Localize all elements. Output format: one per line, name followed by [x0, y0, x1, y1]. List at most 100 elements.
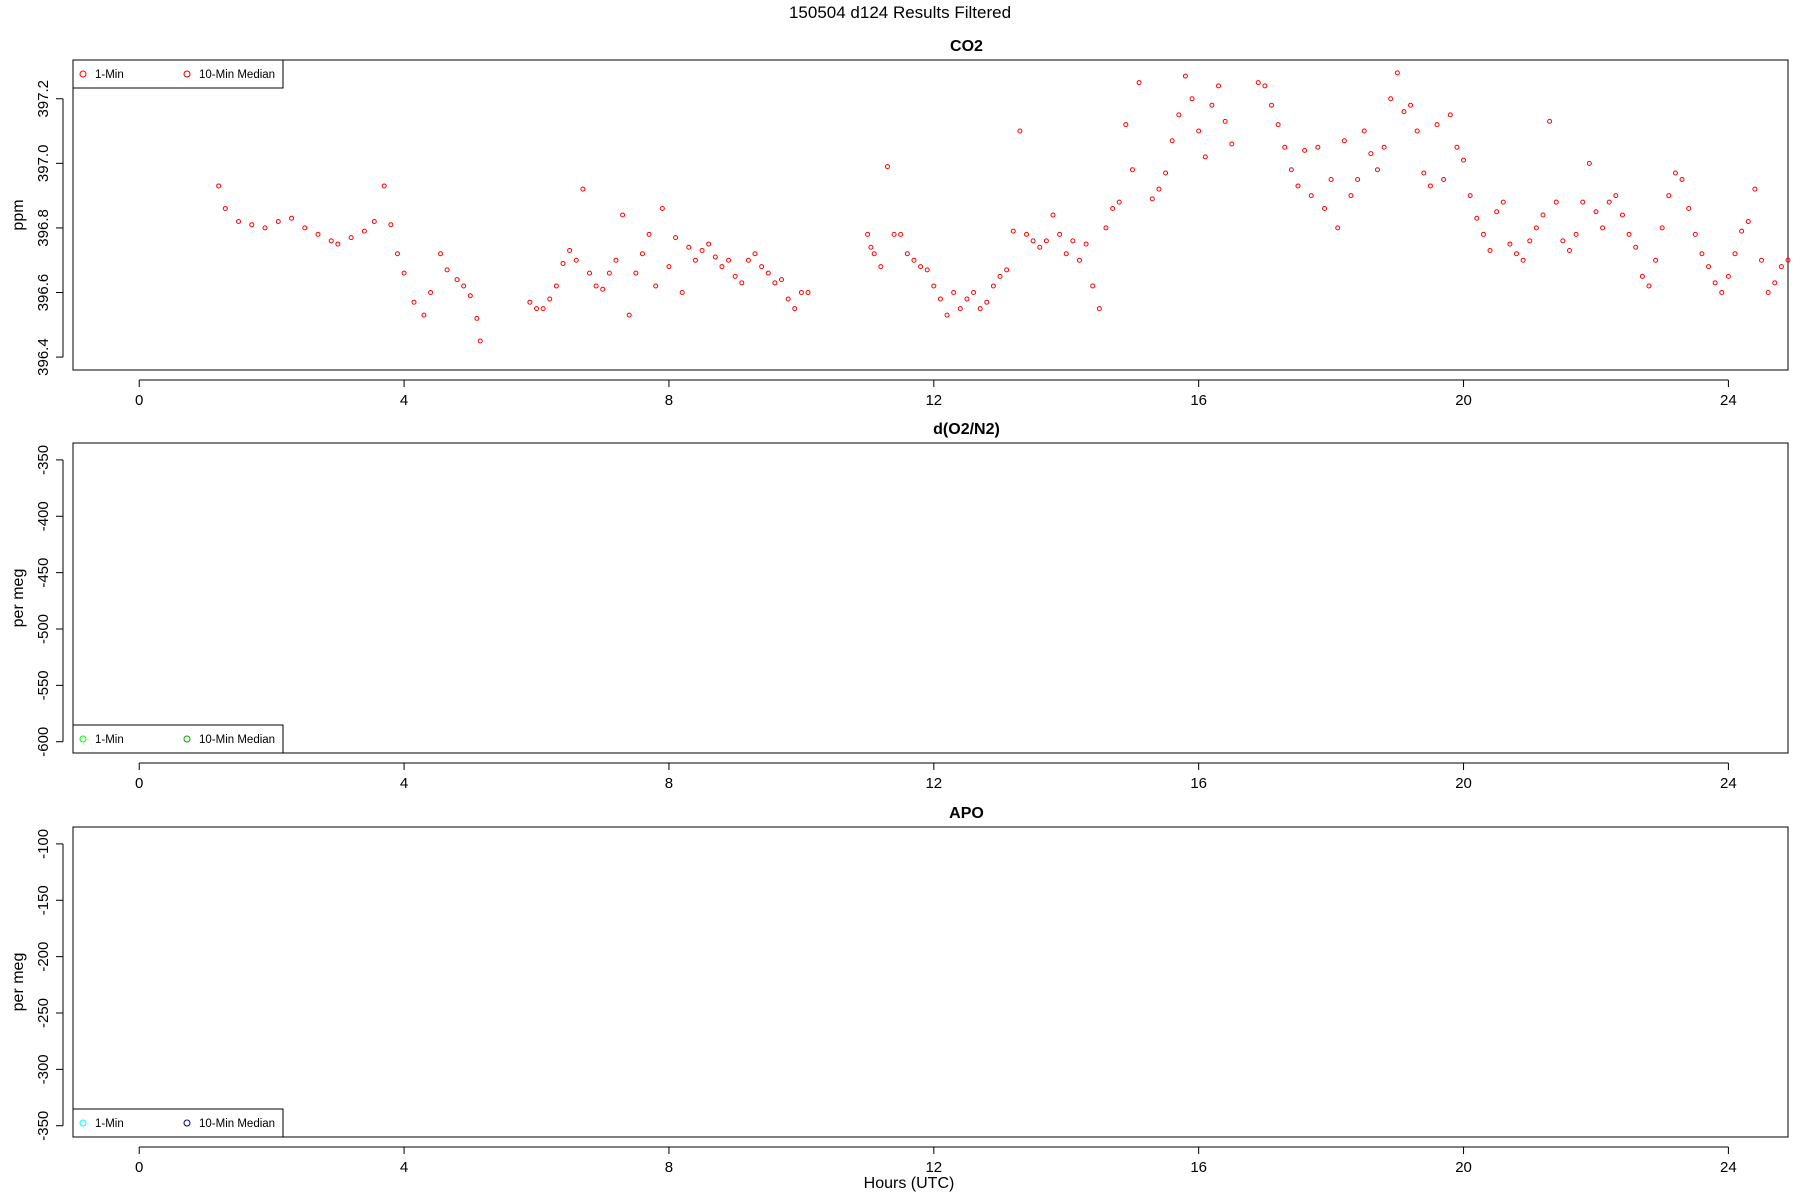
- data-point: [1070, 238, 1076, 244]
- data-point: [1004, 267, 1010, 273]
- data-point: [1613, 193, 1619, 199]
- y-tick-label: -200: [35, 942, 52, 972]
- data-point: [785, 296, 791, 302]
- data-point: [1401, 109, 1407, 115]
- data-point: [474, 315, 480, 321]
- data-point: [1308, 193, 1314, 199]
- data-point: [679, 290, 685, 295]
- data-point: [371, 218, 377, 224]
- data-point: [1288, 167, 1294, 173]
- data-point: [878, 264, 884, 270]
- data-point: [1017, 128, 1023, 134]
- data-point: [1057, 231, 1063, 237]
- x-tick-label: 24: [1720, 775, 1737, 792]
- data-point: [712, 254, 718, 260]
- data-point: [633, 270, 639, 276]
- legend-box: [72, 724, 284, 754]
- data-point: [348, 235, 354, 241]
- legend-label: 1-Min: [95, 734, 124, 746]
- data-point: [779, 277, 785, 283]
- data-point: [1527, 238, 1533, 244]
- data-point: [1090, 283, 1096, 289]
- y-tick-label: -300: [35, 1054, 52, 1084]
- data-point: [335, 241, 341, 247]
- data-point: [573, 257, 579, 263]
- data-point: [1540, 212, 1546, 218]
- data-point: [732, 273, 738, 279]
- data-point: [1050, 212, 1056, 218]
- data-point: [1169, 138, 1175, 144]
- data-point: [1163, 170, 1169, 176]
- data-point: [1487, 248, 1493, 254]
- data-point: [1414, 128, 1420, 134]
- data-point: [1725, 273, 1731, 279]
- legend-label: 10-Min Median: [199, 1118, 275, 1130]
- data-point: [438, 251, 443, 257]
- data-point: [1394, 70, 1400, 76]
- data-point: [745, 257, 751, 263]
- data-point: [997, 273, 1003, 279]
- legend-box: [72, 1108, 284, 1138]
- data-point: [1653, 257, 1659, 263]
- y-tick-label: 396.6: [35, 274, 52, 312]
- data-point: [951, 290, 957, 295]
- data-point: [1752, 186, 1758, 192]
- data-point: [600, 286, 606, 292]
- data-point: [904, 251, 910, 257]
- y-tick-label: -500: [35, 614, 52, 644]
- data-point: [1103, 225, 1109, 231]
- data-point: [275, 218, 281, 224]
- data-point: [1189, 96, 1195, 102]
- data-point: [222, 206, 228, 212]
- data-point: [1269, 102, 1275, 108]
- data-point: [1712, 280, 1718, 286]
- x-tick-label: 24: [1720, 392, 1737, 409]
- data-point: [1759, 257, 1765, 263]
- data-point: [461, 283, 467, 289]
- plot-frame: [72, 442, 1789, 754]
- data-point: [1129, 167, 1135, 173]
- data-point: [1388, 96, 1394, 102]
- x-tick-label: 4: [400, 392, 408, 409]
- data-point: [1474, 215, 1480, 221]
- data-point: [1096, 306, 1102, 312]
- x-tick-label: 12: [925, 1159, 942, 1176]
- data-point: [527, 299, 533, 305]
- data-point: [964, 296, 970, 302]
- data-point: [1381, 144, 1387, 150]
- data-point: [606, 270, 612, 276]
- data-point: [249, 222, 255, 228]
- data-point: [666, 264, 672, 270]
- data-point: [1368, 151, 1374, 157]
- y-tick-label: 397.0: [35, 145, 52, 183]
- data-point: [1666, 193, 1672, 199]
- data-point: [361, 228, 367, 234]
- data-point: [1686, 206, 1692, 212]
- data-point: [1275, 122, 1281, 128]
- data-point: [1739, 228, 1745, 234]
- data-point: [302, 225, 308, 231]
- legend-marker: [79, 1119, 87, 1127]
- data-point: [1461, 157, 1467, 163]
- data-point: [1454, 144, 1460, 150]
- data-point: [540, 306, 546, 312]
- plot-frame: [72, 59, 1789, 371]
- data-point: [692, 257, 698, 263]
- y-tick-label: -100: [35, 829, 52, 859]
- y-tick-label: -400: [35, 501, 52, 531]
- data-point: [567, 248, 573, 254]
- data-point: [477, 338, 483, 344]
- data-point: [1626, 231, 1632, 237]
- data-point: [553, 283, 559, 289]
- data-point: [1063, 251, 1069, 257]
- data-point: [1593, 209, 1599, 215]
- data-point: [547, 296, 553, 302]
- data-point: [798, 290, 804, 295]
- data-point: [1321, 206, 1327, 212]
- data-point: [315, 231, 321, 237]
- legend-label: 1-Min: [95, 69, 124, 81]
- legend-marker: [79, 70, 87, 78]
- data-point: [868, 244, 874, 250]
- data-point: [646, 231, 652, 237]
- data-point: [1361, 128, 1367, 134]
